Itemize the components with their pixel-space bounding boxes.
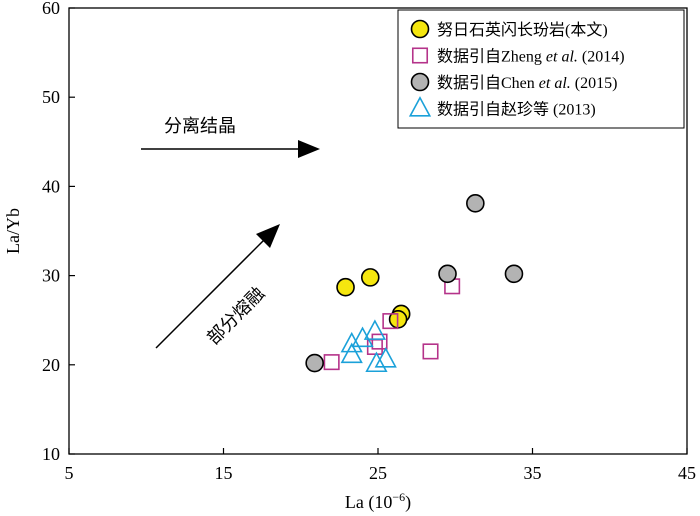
legend-box xyxy=(397,9,685,129)
x-tick-label-1: 15 xyxy=(215,463,233,483)
series-3-point-4 xyxy=(365,351,388,373)
series-3-point-3 xyxy=(363,319,387,340)
x-tick-label-4: 45 xyxy=(678,463,696,483)
fractional-crystallization-label: 分离结晶 xyxy=(164,116,236,136)
series-3-point-0 xyxy=(340,331,363,353)
x-tick-label-2: 25 xyxy=(369,463,387,483)
legend-marker-1 xyxy=(411,47,429,64)
series-0 xyxy=(336,268,411,329)
series-1-point-0 xyxy=(323,354,340,371)
series-3-point-1 xyxy=(340,342,363,364)
y-axis-title: La/Yb xyxy=(3,208,23,254)
series-3 xyxy=(340,319,397,373)
series-0-point-0 xyxy=(336,277,355,297)
y-tick-label-5: 60 xyxy=(42,0,60,18)
legend-label-2: 数据引自Chen et al. (2015) xyxy=(437,74,617,92)
legend-items: 努日石英闪长玢岩(本文) 数据引自Zheng et al. (2014) 数据引自C… xyxy=(408,19,625,119)
series-1-point-3 xyxy=(382,313,399,330)
legend-label-3: 数据引自赵珍等 (2013) xyxy=(437,101,596,119)
fractional-crystallization-arrow-head xyxy=(298,140,320,158)
fractional-crystallization-annotation: 分离结晶 xyxy=(141,116,320,158)
legend-label-0: 努日石英闪长玢岩(本文) xyxy=(437,21,608,39)
series-1-point-4 xyxy=(422,343,439,360)
data-marks xyxy=(305,194,524,373)
legend-marker-0 xyxy=(410,19,430,39)
y-tick-label-2: 30 xyxy=(42,266,60,286)
x-tick-label-0: 5 xyxy=(65,463,74,483)
partial-melting-arrow-head xyxy=(256,224,280,248)
x-axis-title-exponent: −6 xyxy=(392,490,405,504)
series-2-point-2 xyxy=(466,194,485,213)
series-2-point-1 xyxy=(438,264,457,284)
axis-ticks: 5 15 25 35 45 10 20 30 40 50 60 xyxy=(42,0,696,483)
series-2-point-3 xyxy=(504,264,524,284)
series-3-point-5 xyxy=(374,347,397,368)
legend-marker-3 xyxy=(408,96,432,117)
x-tick-label-3: 35 xyxy=(524,463,542,483)
legend: 努日石英闪长玢岩(本文) 数据引自Zheng et al. (2014) 数据引自C… xyxy=(397,9,685,129)
partial-melting-label: 部分熔融 xyxy=(203,283,268,348)
series-2 xyxy=(305,194,524,373)
partial-melting-annotation: 部分熔融 xyxy=(155,224,280,349)
y-tick-label-0: 10 xyxy=(42,444,60,464)
y-tick-label-3: 40 xyxy=(42,176,60,196)
series-0-point-1 xyxy=(360,268,380,287)
series-3-point-2 xyxy=(351,326,374,348)
y-tick-label-1: 20 xyxy=(42,355,60,375)
partial-melting-arrow-shaft xyxy=(155,239,265,349)
series-1-point-2 xyxy=(371,333,388,350)
series-2-point-0 xyxy=(305,353,324,373)
legend-marker-2 xyxy=(410,72,430,92)
y-tick-label-4: 50 xyxy=(42,87,60,107)
x-axis-title: La (10−6) xyxy=(345,490,411,513)
legend-label-1: 数据引自Zheng et al. (2014) xyxy=(437,48,625,66)
series-1 xyxy=(323,278,461,371)
